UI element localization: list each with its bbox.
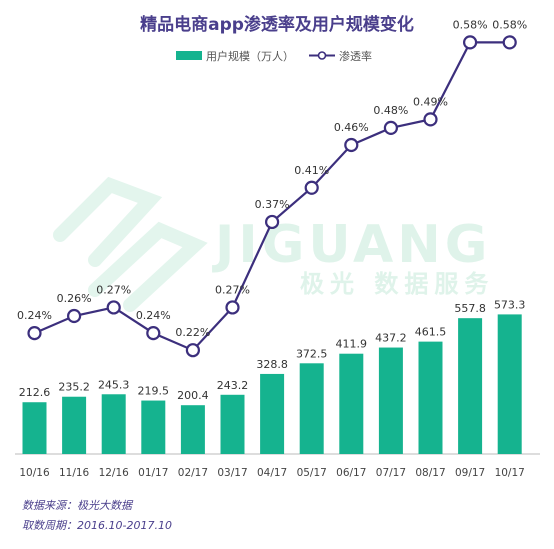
period-note: 取数周期：2016.10-2017.10 (22, 519, 172, 532)
x-tick-label: 10/16 (19, 467, 50, 479)
rate-value-label: 0.37% (255, 198, 290, 211)
bar-series (22, 314, 522, 454)
line-series (27, 35, 517, 358)
rate-labels: 0.24% 0.26% 0.27% 0.24% 0.22% 0.27% 0.37% 0.41%… (17, 18, 527, 339)
bar (339, 353, 364, 454)
rate-value-label: 0.22% (175, 326, 210, 339)
bar-value-label: 411.9 (336, 338, 368, 351)
x-tick-label: 06/17 (336, 467, 366, 479)
bar (141, 400, 166, 454)
bar (458, 318, 483, 454)
x-tick-label: 11/16 (59, 467, 90, 479)
legend-line-marker (317, 51, 327, 60)
bar-value-label: 372.5 (296, 347, 328, 360)
rate-value-label: 0.27% (215, 283, 250, 296)
bar-value-label: 437.2 (375, 332, 407, 345)
bar (299, 363, 324, 454)
rate-point (423, 112, 438, 127)
bar (418, 341, 443, 454)
bar-value-label: 557.8 (454, 302, 486, 315)
x-tick-label: 07/17 (376, 467, 406, 479)
watermark: JIGUANG 极光 数据服务 (53, 176, 494, 312)
bar-value-label: 573.3 (494, 298, 526, 311)
rate-point (225, 300, 240, 315)
bar (220, 394, 245, 454)
rate-point (304, 180, 319, 195)
watermark-logo (53, 176, 208, 312)
x-tick-label: 08/17 (415, 467, 445, 479)
legend-bar-label: 用户规模（万人） (206, 49, 294, 63)
rate-point (27, 326, 42, 341)
x-tick-label: 03/17 (217, 467, 247, 479)
bar-value-label: 200.4 (177, 389, 209, 402)
bar (62, 396, 87, 454)
bar-value-label: 235.2 (58, 381, 90, 394)
legend-line-label: 渗透率 (339, 49, 372, 63)
bar-value-label: 243.2 (217, 379, 249, 392)
x-tick-label: 10/17 (495, 467, 525, 479)
rate-point (106, 300, 121, 315)
bar (101, 394, 126, 454)
rate-value-label: 0.49% (413, 95, 448, 108)
legend-bar-swatch (176, 51, 202, 60)
bar (497, 314, 522, 454)
rate-point (185, 343, 200, 358)
chart-title: 精品电商app渗透率及用户规模变化 (140, 14, 414, 35)
bar-value-label: 219.5 (138, 385, 170, 398)
x-tick-label: 04/17 (257, 467, 287, 479)
rate-value-label: 0.24% (136, 309, 171, 322)
bar-value-label: 328.8 (256, 358, 288, 371)
bar (180, 405, 205, 454)
bar-value-label: 212.6 (19, 386, 51, 399)
rate-value-label: 0.41% (294, 164, 329, 177)
bar-value-label: 461.5 (415, 326, 447, 339)
x-tick-label: 02/17 (178, 467, 208, 479)
rate-value-label: 0.58% (492, 18, 527, 31)
rate-point (66, 308, 82, 324)
rate-point (502, 35, 517, 50)
x-tick-label: 12/16 (99, 467, 130, 479)
rate-value-label: 0.24% (17, 309, 52, 322)
watermark-subtext: 极光 数据服务 (300, 270, 494, 298)
x-tick-label: 09/17 (455, 467, 485, 479)
rate-value-label: 0.26% (57, 292, 92, 305)
x-tick-label: 01/17 (138, 467, 168, 479)
source-note: 数据来源：极光大数据 (22, 499, 132, 512)
bar (22, 402, 47, 454)
bar (378, 347, 403, 454)
rate-point (146, 326, 161, 341)
bar-value-label: 245.3 (98, 378, 130, 391)
watermark-text: JIGUANG (212, 215, 491, 275)
x-tick-labels: 10/16 11/16 12/16 01/17 02/17 03/17 04/17 05/17… (19, 467, 524, 479)
rate-point (383, 120, 398, 136)
rate-point (344, 137, 359, 153)
rate-value-label: 0.46% (334, 121, 369, 134)
bar (260, 373, 285, 454)
legend: 用户规模（万人） 渗透率 (176, 49, 372, 63)
rate-value-label: 0.58% (453, 18, 488, 31)
rate-value-label: 0.48% (373, 104, 408, 117)
rate-point (463, 35, 478, 50)
rate-value-label: 0.27% (96, 283, 131, 296)
bar-labels: 212.6 235.2 245.3 219.5 200.4 243.2 328.8 372.5… (19, 298, 526, 402)
x-tick-label: 05/17 (297, 467, 327, 479)
rate-point (265, 214, 280, 230)
